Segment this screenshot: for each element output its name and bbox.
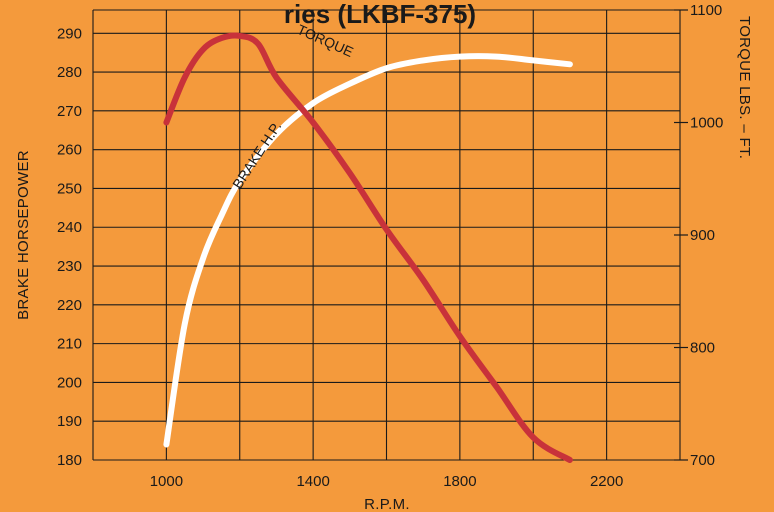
x-tick-label: 1000 [150,473,183,490]
left-tick-label: 260 [57,142,82,159]
x-tick-label: 2200 [590,473,623,490]
grid-lines [92,9,681,461]
x-axis-title: R.P.M. [364,496,410,512]
x-tick-label: 1800 [443,473,476,490]
series-layer [163,32,573,463]
left-tick-label: 250 [57,180,82,197]
left-tick-label: 270 [57,103,82,120]
chart-title: ries (LKBF-375) [284,0,476,29]
right-tick-label: 900 [690,227,715,244]
left-tick-label: 210 [57,336,82,353]
brake-hp-curve-label: BRAKE H.P. [229,119,284,192]
left-tick-label: 190 [57,413,82,430]
x-tick-label: 1400 [296,473,329,490]
left-tick-label: 200 [57,374,82,391]
x-axis-ticks: 1000 1400 1800 2200 [150,473,624,490]
brake-hp-curve [163,53,573,448]
left-tick-label: 290 [57,25,82,42]
torque-curve [163,32,573,463]
left-tick-label: 230 [57,258,82,275]
right-tick-label: 1000 [690,115,723,132]
right-tick-label: 700 [690,452,715,469]
left-tick-label: 180 [57,452,82,469]
left-axis-title: BRAKE HORSEPOWER [15,150,32,320]
right-axis-title: TORQUE LBS. – FT. [736,16,753,159]
right-tick-label: 1100 [690,2,722,19]
left-axis-ticks: 180 190 200 210 220 230 240 250 260 270 280 290 [57,25,82,469]
left-tick-label: 220 [57,297,82,314]
right-axis-ticks: 700 800 900 1000 1100 [674,2,723,469]
left-tick-label: 280 [57,64,82,81]
left-tick-label: 240 [57,219,82,236]
right-tick-label: 800 [690,340,715,357]
